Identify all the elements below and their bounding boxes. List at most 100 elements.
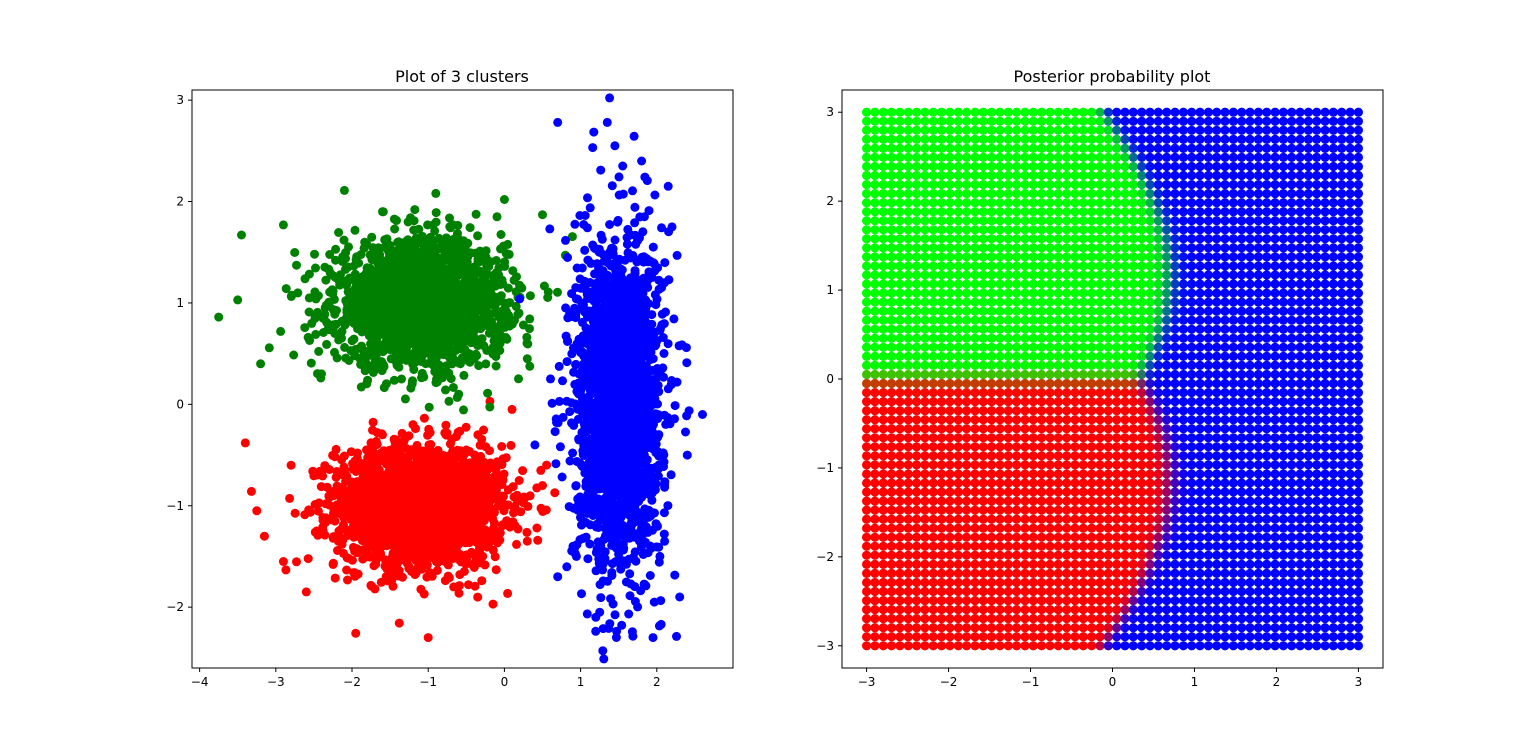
- cluster-1-point: [379, 383, 389, 393]
- cluster-1-point: [525, 291, 535, 301]
- cluster-1-point: [480, 289, 490, 299]
- cluster-0-point: [514, 476, 524, 485]
- cluster-1-point: [431, 282, 441, 292]
- cluster-0-point: [542, 460, 552, 470]
- cluster-0-point: [292, 557, 301, 567]
- cluster-1-point: [355, 309, 365, 319]
- cluster-0-point: [503, 588, 513, 598]
- cluster-1-point: [333, 275, 343, 285]
- cluster-0-point: [470, 450, 480, 460]
- cluster-1-point: [522, 354, 532, 364]
- cluster-1-point: [410, 205, 420, 215]
- cluster-0-point: [389, 434, 399, 444]
- cluster-1-point: [411, 323, 421, 333]
- cluster-0-point: [444, 573, 454, 583]
- cluster-1-point: [385, 314, 395, 324]
- cluster-1-point: [424, 252, 434, 261]
- cluster-0-point: [487, 511, 497, 521]
- cluster-0-point: [459, 566, 469, 576]
- cluster-1-point: [346, 316, 355, 326]
- cluster-0-point: [351, 628, 361, 638]
- cluster-1-point: [473, 231, 483, 241]
- cluster-0-point: [478, 524, 488, 534]
- cluster-1-point: [330, 309, 340, 319]
- cluster-0-point: [290, 508, 300, 518]
- cluster-0-point: [376, 577, 386, 587]
- cluster-1-point: [496, 319, 505, 329]
- cluster-2-point: [654, 284, 664, 294]
- cluster-0-point: [330, 516, 340, 526]
- cluster-0-point: [394, 471, 404, 481]
- cluster-0-point: [408, 531, 418, 541]
- cluster-2-point: [562, 562, 572, 572]
- cluster-0-point: [525, 491, 535, 501]
- cluster-0-point: [428, 538, 438, 548]
- cluster-1-point: [431, 217, 441, 227]
- cluster-1-point: [459, 370, 469, 380]
- cluster-2-point: [571, 359, 581, 369]
- cluster-0-point: [375, 500, 385, 510]
- cluster-0-point: [259, 531, 269, 541]
- cluster-1-point: [444, 351, 454, 361]
- cluster-1-point: [329, 294, 339, 304]
- cluster-0-point: [523, 501, 533, 511]
- cluster-0-point: [457, 528, 467, 538]
- cluster-1-point: [289, 350, 299, 360]
- cluster-0-point: [368, 508, 378, 518]
- cluster-0-point: [508, 482, 518, 492]
- cluster-1-point: [290, 248, 300, 257]
- cluster-1-point: [371, 298, 381, 308]
- cluster-1-point: [313, 291, 323, 301]
- cluster-1-point: [430, 226, 440, 236]
- cluster-1-point: [395, 253, 405, 263]
- cluster-0-point: [347, 486, 357, 496]
- cluster-0-point: [390, 563, 400, 573]
- cluster-0-point: [490, 477, 500, 487]
- cluster-0-point: [460, 463, 469, 473]
- cluster-1-point: [495, 345, 505, 355]
- cluster-0-point: [240, 438, 250, 448]
- cluster-0-point: [390, 526, 400, 536]
- cluster-1-point: [499, 195, 509, 204]
- cluster-0-point: [337, 455, 347, 465]
- cluster-1-point: [465, 223, 475, 233]
- cluster-0-point: [406, 472, 416, 482]
- cluster-1-point: [423, 220, 433, 230]
- cluster-1-point: [476, 277, 486, 286]
- cluster-0-point: [378, 447, 388, 456]
- cluster-0-point: [346, 447, 356, 457]
- cluster-0-point: [397, 428, 407, 438]
- cluster-0-point: [464, 580, 473, 590]
- cluster-1-point: [331, 255, 340, 265]
- cluster-1-point: [514, 374, 523, 384]
- cluster-0-point: [522, 536, 532, 546]
- cluster-0-point: [475, 512, 485, 522]
- cluster-1-point: [396, 284, 406, 294]
- cluster-1-point: [400, 241, 409, 251]
- cluster-0-point: [301, 587, 311, 597]
- cluster-1-point: [307, 318, 317, 328]
- cluster-1-point: [356, 360, 366, 369]
- cluster-0-point: [393, 571, 403, 581]
- cluster-0-point: [330, 573, 340, 583]
- cluster-0-point: [475, 552, 485, 562]
- cluster-0-point: [352, 548, 362, 558]
- cluster-0-point: [339, 465, 349, 475]
- cluster-1-point: [496, 331, 506, 340]
- cluster-0-point: [343, 526, 353, 536]
- cluster-2-point: [546, 374, 555, 384]
- cluster-0-point: [445, 466, 454, 476]
- cluster-1-point: [321, 300, 331, 310]
- cluster-1-point: [366, 290, 376, 300]
- cluster-0-point: [338, 535, 348, 545]
- cluster-0-point: [495, 535, 505, 545]
- cluster-0-point: [365, 454, 375, 464]
- cluster-0-point: [419, 589, 429, 599]
- cluster-1-point: [424, 402, 434, 412]
- cluster-0-point: [429, 504, 439, 514]
- cluster-0-point: [336, 490, 346, 500]
- cluster-0-point: [518, 466, 528, 476]
- cluster-0-point: [532, 523, 542, 533]
- cluster-0-point: [389, 487, 399, 497]
